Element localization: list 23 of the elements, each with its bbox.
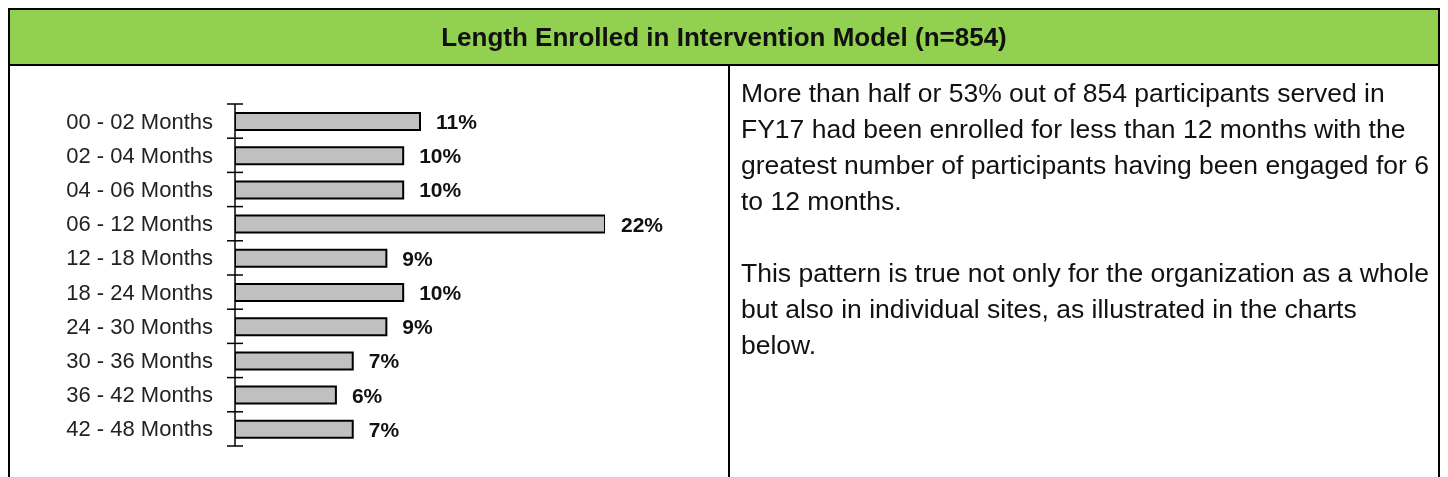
data-label: 9% [402,246,434,270]
y-tick-label: 04 - 06 Months [66,177,213,202]
data-label: 7% [368,349,400,373]
data-label: 6% [351,383,383,407]
data-label: 11% [436,109,478,133]
data-label: 10% [419,144,462,168]
data-label: 10% [419,178,462,202]
data-label: 22% [621,212,664,236]
data-label: 10% [419,280,462,304]
data-label: 9% [402,315,434,339]
text: More than half or 53% out of 854 participants served in FY17 had been enrolled for less than 12 months with the greatest number of participants having been engaged for 6 to 12 months. [741,77,1430,218]
y-tick-label: 12 - 18 Months [66,245,213,271]
text: Length Enrolled in Intervention Model (n=854) [10,10,1438,66]
y-tick-label: 06 - 12 Months [66,211,213,237]
y-tick-label: 30 - 36 Months [66,348,213,373]
y-tick-label: 42 - 48 Months [66,416,213,442]
data-label: 7% [368,417,400,441]
y-tick-label: 36 - 42 Months [66,382,213,408]
text: This pattern is true not only for the organization as a whole but also in individual sites, as illustrated in the charts below. [741,257,1430,362]
y-tick-label: 18 - 24 Months [66,279,213,305]
y-tick-label: 02 - 04 Months [66,142,213,168]
y-tick-label: 00 - 02 Months [66,108,213,134]
y-tick-label: 24 - 30 Months [66,313,213,339]
